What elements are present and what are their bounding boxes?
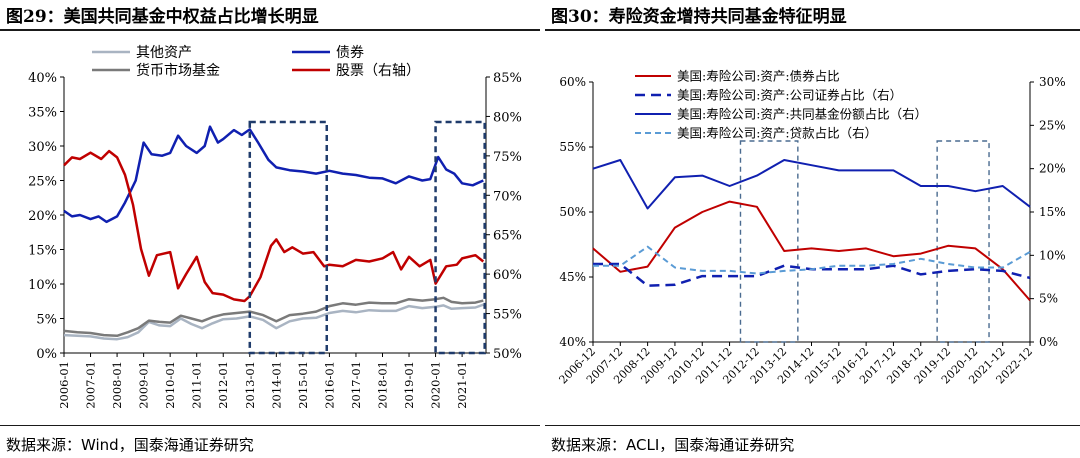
y-right-tick-label: 15% [1039,205,1066,219]
legend-label: 其他资产 [136,45,192,61]
x-tick-label: 2007-01 [84,361,98,409]
x-tick-label: 2019-01 [402,361,416,409]
legend-label: 美国:寿险公司:资产:共同基金份额占比（右） [677,107,927,122]
series-line-0 [592,200,1031,302]
series-line-2 [592,159,1031,210]
legend-label: 股票（右轴） [336,63,420,79]
y-right-tick-label: 20% [1039,162,1066,176]
x-tick-label: 2015-01 [296,361,310,409]
highlight-box-1 [936,140,990,343]
x-tick-label: 2006-01 [57,361,71,409]
x-tick-label: 2009-01 [137,361,151,409]
left-chart: 0% 5% 10% 15% 20% 25% 30% 35% 40% 50% 55% 60% 65% 70%… [28,45,522,409]
series-line-0 [63,303,484,341]
y-left-tick-label: 30% [28,140,57,155]
legend-label: 美国:寿险公司:资产:公司证券占比（右） [677,88,902,103]
legend-label: 债券 [336,45,364,61]
left-source-rule [0,425,540,426]
y-right-tick-label: 60% [493,268,522,283]
highlight-box-0 [248,120,329,355]
y-right-tick-label: 50% [493,347,522,362]
x-tick-label: 2018-01 [375,361,389,409]
series-line-1 [63,125,484,224]
y-right-tick-label: 10% [1039,248,1066,262]
y-right-tick-label: 30% [1039,75,1066,89]
y-right-tick-label: 65% [493,229,522,244]
y-right-tick-label: 5% [1039,292,1058,306]
series-line-3 [593,245,1031,275]
y-left-tick-label: 25% [28,175,57,190]
y-right-tick-label: 0% [1039,335,1058,349]
right-chart: 40%45%50%55%60%0%5%10%15%20%25%30%2006-1… [557,69,1066,387]
left-title-rule [0,29,540,31]
y-right-tick-label: 85% [493,71,522,86]
y-left-tick-label: 15% [28,244,57,259]
y-left-tick-label: 40% [28,71,57,86]
x-tick-label: 2013-01 [243,361,257,409]
y-left-tick-label: 45% [559,270,586,284]
y-right-tick-label: 70% [493,189,522,204]
x-tick-label: 2008-01 [110,361,124,409]
series-line-3 [63,149,485,303]
y-left-tick-label: 20% [28,209,57,224]
right-source-rule [545,425,1080,426]
x-tick-label: 2010-01 [163,361,177,409]
highlight-box-1 [434,120,486,355]
y-left-tick-label: 5% [36,313,57,328]
y-right-tick-label: 25% [1039,118,1066,132]
x-tick-label: 2011-01 [190,361,204,409]
right-source-text: 数据来源：ACLI，国泰海通证券研究 [551,436,795,454]
right-figure-panel: 图30：寿险资金增持共同基金特征明显 40% 45% 50% 55% 60% 0% 5% 10… [545,0,1080,458]
y-left-tick-label: 35% [28,106,57,121]
x-tick-label: 2012-01 [216,361,230,409]
left-figure-title: 图29：美国共同基金中权益占比增长明显 [6,7,319,27]
y-right-tick-label: 75% [493,150,522,165]
x-tick-label: 2016-01 [322,361,336,409]
y-left-tick-label: 40% [559,335,586,349]
left-source-text: 数据来源：Wind，国泰海通证券研究 [6,436,254,454]
y-left-tick-label: 10% [28,278,57,293]
series-line-2 [63,296,484,338]
x-tick-label: 2017-01 [349,361,363,409]
y-left-tick-label: 50% [559,205,586,219]
legend-label: 美国:寿险公司:资产:债券占比 [677,69,840,84]
series-line-1 [593,262,1031,287]
right-figure-title: 图30：寿险资金增持共同基金特征明显 [551,7,847,27]
y-right-tick-label: 55% [493,308,522,323]
x-tick-label: 2021-01 [455,361,469,409]
left-figure-panel: 图29：美国共同基金中权益占比增长明显 0% 5% 10% 15% 20% 25% 30% 3… [0,7,540,454]
y-left-tick-label: 55% [559,140,586,154]
legend-label: 货币市场基金 [136,62,220,79]
y-right-tick-label: 80% [493,110,522,125]
x-tick-label: 2014-01 [269,361,283,409]
y-left-tick-label: 60% [559,75,586,89]
right-title-rule [545,29,1080,31]
x-tick-label: 2020-01 [429,361,443,409]
legend-label: 美国:寿险公司:资产:贷款占比（右） [677,126,877,141]
y-left-tick-label: 0% [36,347,57,362]
highlight-box-0 [739,140,799,343]
